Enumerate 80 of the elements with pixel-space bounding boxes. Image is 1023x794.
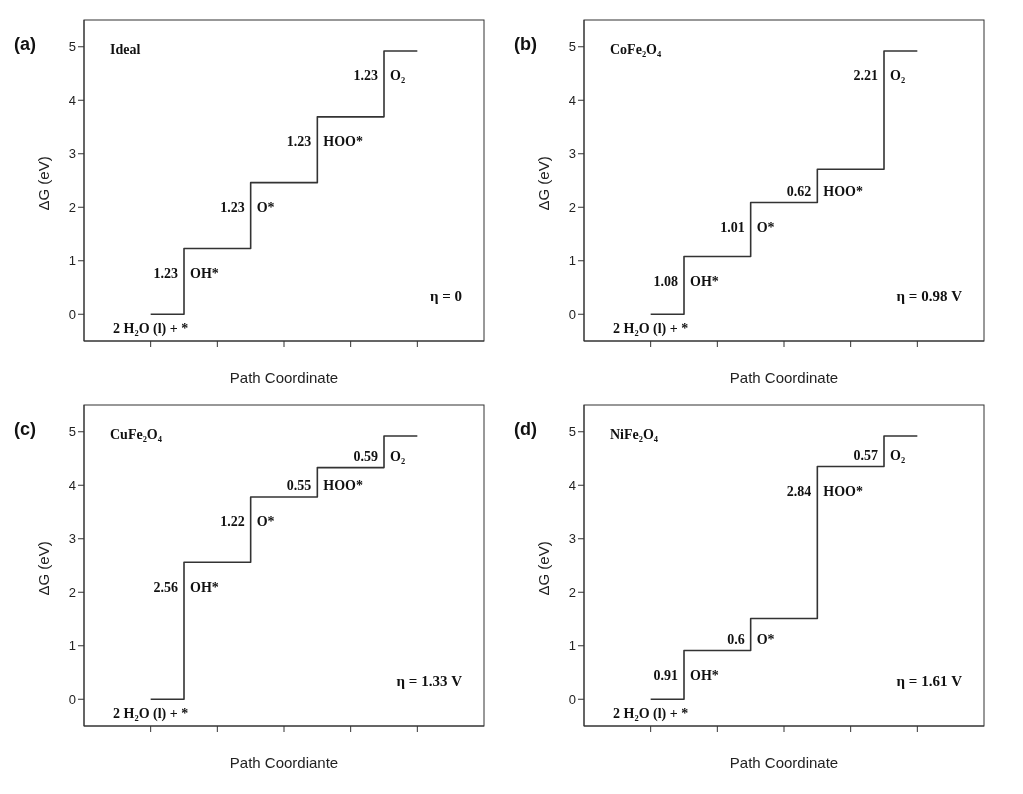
annotation: 2.21 bbox=[853, 68, 878, 84]
annotation: OH* bbox=[690, 667, 719, 683]
y-tick-label: 3 bbox=[68, 146, 76, 162]
y-tick-label: 3 bbox=[568, 531, 576, 547]
text: (a) bbox=[14, 34, 36, 54]
annotation: η = 0.98 V bbox=[896, 288, 963, 304]
y-axis-title: ΔG (eV) bbox=[535, 156, 553, 211]
annotation: HOO* bbox=[823, 483, 864, 499]
y-tick-label: 0 bbox=[68, 306, 76, 322]
annotation: HOO* bbox=[323, 134, 364, 150]
annotation: HOO* bbox=[823, 183, 864, 199]
annotation: OH* bbox=[190, 579, 219, 595]
y-tick-label: 1 bbox=[568, 253, 576, 269]
annotation: 1.23 bbox=[286, 134, 312, 150]
text: CoFe₂O₄ bbox=[610, 42, 662, 57]
y-tick-label: 1 bbox=[68, 638, 76, 654]
y-tick-label: 4 bbox=[68, 92, 76, 108]
text: (b) bbox=[514, 34, 537, 54]
annotation: 2.84 bbox=[786, 483, 812, 499]
annotation: O* bbox=[256, 514, 275, 530]
annotation: 0.62 bbox=[786, 183, 812, 199]
annotation: OH* bbox=[190, 265, 219, 281]
annotation: 2 H₂O (l) + * bbox=[113, 321, 189, 338]
x-axis-title: Path Coordinate bbox=[229, 369, 339, 386]
annotation: η = 1.33 V bbox=[396, 673, 463, 689]
annotation: 0.91 bbox=[653, 667, 678, 683]
y-tick-label: 5 bbox=[568, 424, 576, 440]
y-tick-label: 1 bbox=[568, 638, 576, 654]
y-tick-label: 1 bbox=[68, 253, 76, 269]
x-axis-title: Path Coordinate bbox=[729, 369, 839, 386]
y-tick-label: 5 bbox=[68, 424, 76, 440]
y-tick-label: 4 bbox=[568, 477, 576, 493]
annotation: 1.23 bbox=[220, 199, 245, 215]
annotation: 2 H₂O (l) + * bbox=[613, 321, 689, 338]
y-axis-title: ΔG (eV) bbox=[35, 156, 53, 211]
text: (d) bbox=[514, 419, 537, 439]
annotation: η = 1.61 V bbox=[896, 673, 963, 689]
annotation: 2 H₂O (l) + * bbox=[113, 706, 189, 723]
y-axis-title: ΔG (eV) bbox=[35, 541, 53, 596]
annotation: 1.23 bbox=[353, 68, 378, 84]
y-tick-label: 4 bbox=[68, 477, 76, 493]
y-tick-label: 2 bbox=[68, 584, 76, 600]
text: Ideal bbox=[110, 42, 141, 57]
annotation: HOO* bbox=[323, 478, 364, 494]
x-axis-title: Path Coordinate bbox=[729, 754, 839, 771]
y-tick-label: 2 bbox=[568, 199, 576, 215]
annotation: 0.57 bbox=[853, 447, 878, 463]
y-tick-label: 0 bbox=[68, 691, 76, 707]
text: (c) bbox=[14, 419, 36, 439]
y-tick-label: 0 bbox=[568, 306, 576, 322]
annotation: 0.6 bbox=[727, 631, 745, 647]
annotation: 1.01 bbox=[720, 219, 745, 235]
x-axis-title: Path Coordiante bbox=[229, 754, 339, 771]
y-tick-label: 3 bbox=[68, 531, 76, 547]
y-tick-label: 2 bbox=[568, 584, 576, 600]
y-tick-label: 5 bbox=[568, 39, 576, 55]
y-tick-label: 5 bbox=[68, 39, 76, 55]
text: NiFe₂O₄ bbox=[610, 427, 659, 442]
y-axis-title: ΔG (eV) bbox=[535, 541, 553, 596]
annotation: OH* bbox=[690, 273, 719, 289]
y-tick-label: 3 bbox=[568, 146, 576, 162]
annotation: 2 H₂O (l) + * bbox=[613, 706, 689, 723]
annotation: η = 0 bbox=[429, 288, 462, 304]
annotation: O₂ bbox=[390, 448, 406, 464]
annotation: O₂ bbox=[890, 447, 906, 463]
annotation: O* bbox=[756, 631, 775, 647]
annotation: 1.08 bbox=[653, 273, 678, 289]
y-tick-label: 2 bbox=[68, 199, 76, 215]
annotation: O₂ bbox=[390, 68, 406, 84]
annotation: 2.56 bbox=[153, 579, 178, 595]
annotation: O* bbox=[256, 199, 275, 215]
annotation: 1.22 bbox=[220, 514, 245, 530]
annotation: 0.59 bbox=[353, 448, 378, 464]
annotation: 1.23 bbox=[153, 265, 178, 281]
y-tick-label: 0 bbox=[568, 691, 576, 707]
y-tick-label: 4 bbox=[568, 92, 576, 108]
annotation: 0.55 bbox=[286, 478, 312, 494]
text: CuFe₂O₄ bbox=[110, 427, 163, 442]
annotation: O₂ bbox=[890, 68, 906, 84]
annotation: O* bbox=[756, 219, 775, 235]
